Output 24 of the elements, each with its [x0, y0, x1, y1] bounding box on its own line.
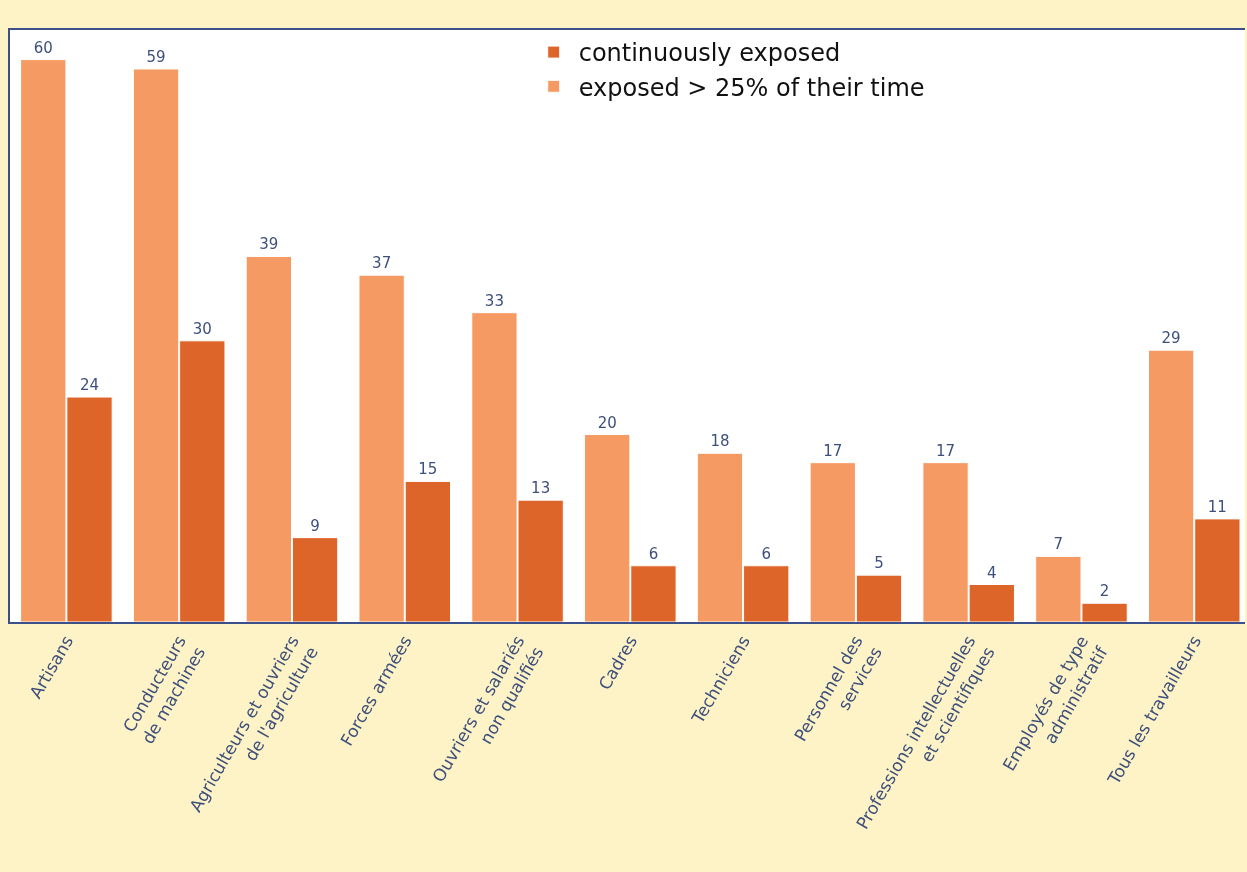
legend-label: continuously exposed — [578, 39, 841, 68]
data-label: 5 — [874, 554, 884, 573]
data-label: 17 — [936, 441, 956, 460]
data-label: 15 — [418, 460, 438, 479]
data-label: 6 — [761, 544, 771, 563]
legend-label: exposed > 25% of their time — [578, 73, 925, 102]
data-label: 4 — [987, 563, 997, 582]
data-label: 7 — [1053, 535, 1064, 554]
data-label: 9 — [310, 516, 320, 535]
data-label: 29 — [1161, 329, 1181, 348]
data-label: 18 — [710, 432, 730, 451]
data-label: 59 — [146, 47, 166, 66]
data-label: 24 — [79, 376, 100, 395]
data-label: 33 — [484, 291, 504, 310]
data-label: 13 — [531, 479, 551, 498]
data-label: 39 — [259, 235, 279, 254]
data-label: 2 — [1099, 582, 1110, 601]
data-label: 60 — [33, 38, 53, 57]
data-label: 11 — [1207, 497, 1227, 516]
data-label: 30 — [192, 319, 212, 338]
data-label: 17 — [823, 441, 843, 460]
data-label: 37 — [372, 254, 392, 273]
data-label: 6 — [648, 544, 659, 563]
data-label: 20 — [597, 413, 617, 432]
